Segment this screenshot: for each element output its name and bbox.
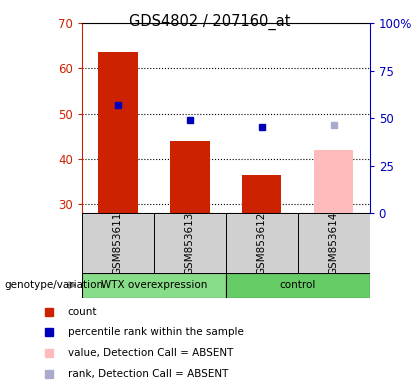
Bar: [226, 213, 298, 273]
Bar: [242, 175, 281, 213]
Text: GSM853611: GSM853611: [113, 211, 123, 275]
Text: genotype/variation: genotype/variation: [4, 280, 103, 290]
Text: GDS4802 / 207160_at: GDS4802 / 207160_at: [129, 13, 291, 30]
Text: GSM853614: GSM853614: [328, 211, 339, 275]
Bar: [170, 141, 210, 213]
Bar: [82, 213, 154, 273]
Bar: [82, 273, 226, 298]
Bar: [226, 273, 370, 298]
Text: WTX overexpression: WTX overexpression: [101, 280, 207, 290]
Bar: [298, 213, 370, 273]
Bar: [314, 150, 353, 213]
Text: count: count: [68, 307, 97, 317]
Bar: [154, 213, 226, 273]
Text: value, Detection Call = ABSENT: value, Detection Call = ABSENT: [68, 348, 233, 358]
Text: GSM853613: GSM853613: [185, 211, 195, 275]
Text: GSM853612: GSM853612: [257, 211, 267, 275]
Text: control: control: [279, 280, 316, 290]
Bar: [98, 53, 138, 213]
Text: percentile rank within the sample: percentile rank within the sample: [68, 328, 244, 338]
Text: rank, Detection Call = ABSENT: rank, Detection Call = ABSENT: [68, 369, 228, 379]
